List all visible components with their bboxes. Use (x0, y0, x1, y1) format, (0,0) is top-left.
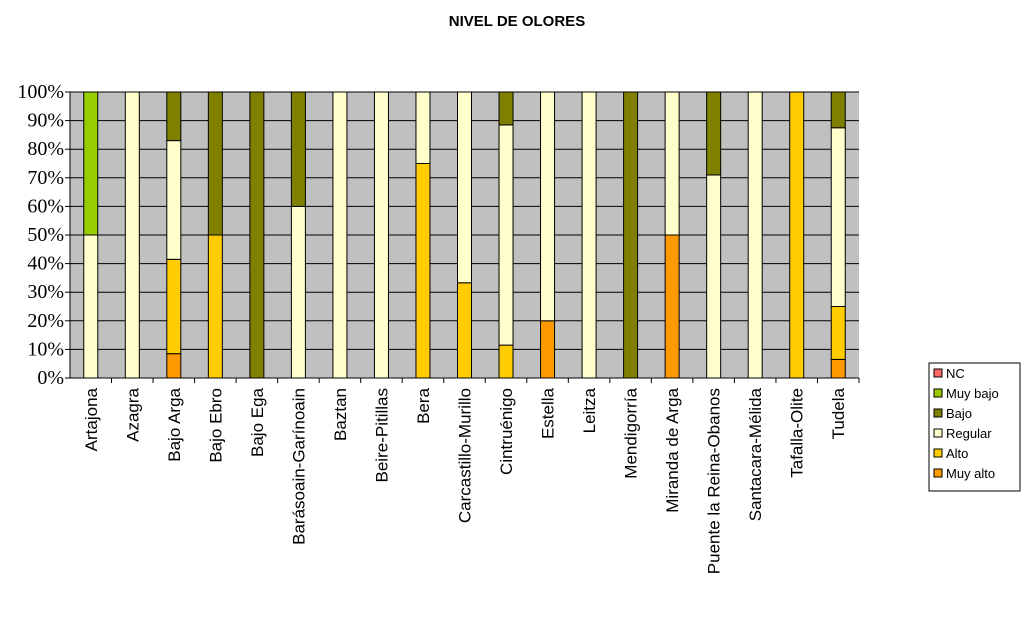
x-tick-label: Leitza (580, 387, 599, 433)
legend-box (928, 362, 1021, 492)
bar-tudela-bajo (830, 91, 846, 129)
bar-carcastillo-murillo-alto (457, 282, 472, 379)
bar-artajona-regular (83, 234, 99, 379)
y-tick-label: 70% (27, 167, 64, 189)
y-tick-label: 20% (27, 310, 64, 332)
bar-barasoain-garinoain-regular (290, 205, 306, 379)
legend-label-bajo: Bajo (946, 406, 972, 421)
x-tick-label: Azagra (123, 387, 142, 441)
y-tick-label: 90% (27, 110, 64, 132)
bar-tudela-muy-alto (830, 358, 846, 379)
legend-swatch-muy-bajo (933, 388, 943, 398)
bar-bajo-ebro-bajo (207, 91, 223, 236)
bar-puente-la-reina-obanos-regular (706, 174, 722, 379)
bar-baztan-regular (332, 91, 348, 379)
bar-artajona-muy-bajo (83, 91, 99, 236)
bar-tafalla-olite-alto (789, 91, 805, 379)
x-tick-label: Estella (539, 387, 558, 439)
bar-barasoain-garinoain-bajo (290, 91, 306, 207)
x-tick-label: Beire-Pitillas (372, 388, 391, 482)
legend-swatch-alto (933, 448, 943, 458)
y-axis-ticks: 0% 10% 20% 30% 40% 50% 60% 70% 80% 90% 100% (17, 81, 70, 389)
y-tick-label: 100% (17, 81, 64, 103)
legend-swatch-bajo (933, 408, 943, 418)
bar-bajo-ega-bajo (249, 91, 265, 379)
bar-cintruenigo-alto (498, 344, 514, 379)
x-tick-label: Barásoain-Garínoain (289, 388, 308, 545)
legend-label-muy-bajo: Muy bajo (946, 386, 999, 401)
y-tick-label: 80% (27, 138, 64, 160)
x-tick-label: Santacara-Mélida (746, 387, 765, 521)
bar-leitza-regular (581, 91, 597, 379)
y-tick-label: 30% (27, 281, 64, 303)
bar-santacara-melida-regular (747, 91, 763, 379)
bar-bajo-arga-regular (166, 140, 182, 260)
bar-bajo-arga-muy-alto (166, 353, 182, 379)
legend-label-regular: Regular (946, 426, 992, 441)
legend-swatch-nc (933, 368, 943, 378)
bar-carcastillo-murillo-regular (457, 91, 472, 284)
bar-bajo-arga-bajo (166, 91, 182, 142)
legend-swatch-muy-alto (933, 468, 943, 478)
bar-mendigorria-bajo (623, 91, 639, 379)
legend-swatch-regular (933, 428, 943, 438)
bar-bajo-arga-alto (166, 258, 182, 355)
bar-beire-pitillas-regular (373, 91, 389, 379)
y-tick-label: 10% (27, 338, 64, 360)
bar-azagra-regular (124, 91, 140, 379)
x-tick-label: Baztan (331, 388, 350, 441)
x-tick-label: Bajo Arga (165, 387, 184, 461)
bar-cintruenigo-bajo (498, 91, 514, 126)
legend-label-nc: NC (946, 366, 965, 381)
y-tick-label: 40% (27, 253, 64, 275)
legend: NC Muy bajo Bajo Regular Alto Muy alto (928, 362, 1021, 492)
x-axis-ticks: Artajona Azagra Bajo Arga Bajo Ebro Bajo Ega… (82, 378, 860, 574)
bar-puente-la-reina-obanos-bajo (706, 91, 722, 176)
x-tick-label: Miranda de Arga (663, 387, 682, 512)
y-tick-label: 0% (37, 367, 64, 389)
x-tick-label: Cintruénigo (497, 388, 516, 475)
x-tick-label: Puente la Reina-Obanos (705, 388, 724, 574)
bar-bera-alto (415, 163, 431, 379)
x-tick-label: Tudela (829, 387, 848, 439)
bar-tudela-regular (830, 127, 846, 307)
x-tick-label: Carcastillo-Murillo (456, 388, 475, 523)
y-tick-label: 50% (27, 224, 64, 246)
bar-miranda-de-arga-muy-alto (664, 234, 680, 379)
x-tick-label: Bera (414, 387, 433, 423)
bar-bajo-ebro-alto (207, 234, 223, 379)
legend-label-muy-alto: Muy alto (946, 466, 995, 481)
x-tick-label: Mendigorría (622, 387, 641, 478)
legend-label-alto: Alto (946, 446, 968, 461)
chart-title: NIVEL DE OLORES (449, 13, 585, 30)
x-tick-label: Tafalla-Olite (788, 388, 807, 478)
x-tick-label: Bajo Ega (248, 387, 267, 457)
bar-tudela-alto (830, 306, 846, 360)
bar-cintruenigo-regular (498, 124, 514, 346)
bar-estella-muy-alto (540, 320, 556, 379)
y-tick-label: 60% (27, 195, 64, 217)
bar-bera-regular (415, 91, 431, 164)
bar-estella-regular (540, 91, 556, 322)
bar-miranda-de-arga-regular (664, 91, 680, 236)
x-tick-label: Artajona (82, 387, 101, 451)
x-tick-label: Bajo Ebro (206, 388, 225, 463)
